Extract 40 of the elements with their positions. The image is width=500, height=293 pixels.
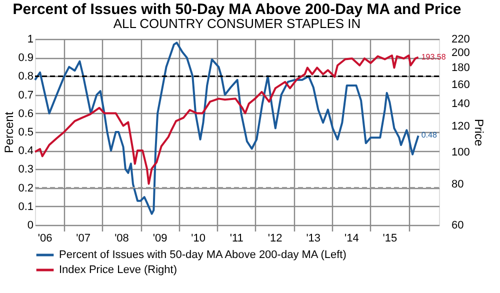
y2-tick-label: 60 — [452, 220, 464, 232]
y2-axis-title: Price — [472, 118, 486, 146]
line-series — [34, 54, 420, 185]
data-label: 193.58 — [421, 52, 446, 62]
data-label: 0.48 — [421, 130, 438, 140]
x-tick-label: '07 — [76, 232, 91, 244]
y2-tick-label: 160 — [452, 79, 470, 92]
y-tick-label: 0.8 — [18, 70, 34, 83]
y-tick-label: 1 — [27, 34, 34, 46]
x-tick-label: '15 — [382, 232, 398, 244]
y-tick-label: 0.7 — [18, 89, 34, 102]
x-tick-label: '08 — [114, 232, 129, 244]
y-tick-label: 0.2 — [18, 182, 34, 194]
y2-tick-label: 100 — [452, 146, 470, 158]
x-tick-label: '09 — [152, 232, 168, 244]
legend-label: Percent of Issues with 50-day MA Above 200-day MA (Left) — [59, 249, 346, 261]
y-tick-label: 0.4 — [18, 145, 34, 158]
y2-tick-label: 80 — [452, 178, 464, 190]
y-tick-label: 0.3 — [18, 164, 34, 176]
x-tick-label: '12 — [268, 232, 282, 244]
y-tick-label: 0.5 — [18, 126, 34, 138]
legend-label: Index Price Leve (Right) — [59, 264, 177, 276]
y-tick-label: 0.1 — [18, 200, 34, 213]
x-tick-label: '13 — [306, 232, 321, 244]
y2-tick-label: 120 — [452, 120, 470, 132]
y2-tick-label: 200 — [452, 47, 470, 60]
y-tick-label: 0.9 — [18, 52, 34, 64]
y-tick-label: 0.6 — [18, 108, 34, 120]
x-tick-label: '14 — [344, 232, 359, 244]
y2-tick-label: 140 — [452, 98, 470, 110]
y2-tick-label: 180 — [452, 62, 470, 74]
line-series — [34, 42, 420, 215]
chart-subtitle: ALL COUNTRY CONSUMER STAPLES IN — [113, 16, 361, 31]
x-tick-label: '11 — [230, 232, 244, 244]
y-tick-label: 0 — [27, 220, 34, 232]
x-tick-label: '10 — [191, 232, 206, 244]
y2-tick-label: 220 — [452, 34, 470, 46]
x-tick-label: '06 — [38, 232, 52, 244]
y-axis-title: Percent — [2, 111, 16, 154]
chart-title: Percent of Issues with 50-Day MA Above 200-Day MA and Price — [12, 1, 462, 18]
